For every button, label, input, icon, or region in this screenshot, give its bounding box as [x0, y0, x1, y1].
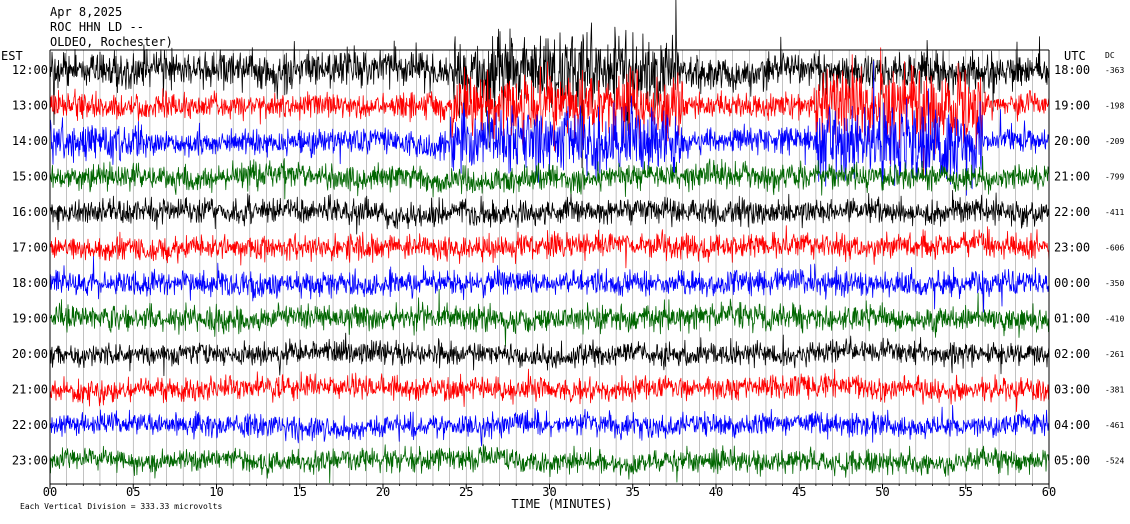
- dc-value-label: -363: [1105, 66, 1124, 75]
- x-tick-label: 10: [209, 485, 223, 499]
- est-tick-label: 17:00: [12, 241, 48, 255]
- seismic-trace: [49, 190, 1050, 235]
- x-tick-label: 55: [959, 485, 973, 499]
- dc-value-label: -410: [1105, 315, 1124, 324]
- label-layer: Apr 8,2025 ROC HHN LD -- OLDEO, Rocheste…: [1, 5, 1124, 511]
- dc-value-label: -209: [1105, 137, 1124, 146]
- est-tick-label: 23:00: [12, 454, 48, 468]
- x-tick-label: 05: [126, 485, 140, 499]
- utc-tick-label: 00:00: [1054, 276, 1090, 290]
- x-axis-title: TIME (MINUTES): [511, 497, 612, 511]
- x-tick-label: 50: [875, 485, 889, 499]
- est-tick-label: 18:00: [12, 276, 48, 290]
- utc-tick-label: 18:00: [1054, 63, 1090, 77]
- dc-value-label: -350: [1105, 279, 1124, 288]
- x-tick-label: 40: [709, 485, 723, 499]
- x-tick-label: 60: [1042, 485, 1056, 499]
- utc-tick-label: 22:00: [1054, 205, 1090, 219]
- est-tick-label: 12:00: [12, 63, 48, 77]
- utc-tick-label: 04:00: [1054, 418, 1090, 432]
- dc-value-label: -461: [1105, 421, 1124, 430]
- left-axis-label: EST: [1, 49, 23, 63]
- est-tick-label: 14:00: [12, 134, 48, 148]
- utc-tick-label: 21:00: [1054, 170, 1090, 184]
- seismic-trace: [49, 444, 1050, 484]
- dc-value-label: -606: [1105, 244, 1124, 253]
- seismic-trace: [49, 47, 1050, 180]
- seismic-trace: [50, 405, 1050, 447]
- x-tick-label: 20: [376, 485, 390, 499]
- header-station: ROC HHN LD --: [50, 20, 144, 34]
- est-tick-label: 15:00: [12, 170, 48, 184]
- dc-value-label: -261: [1105, 350, 1124, 359]
- seismic-trace: [49, 156, 1050, 200]
- trace-layer: [49, 0, 1050, 484]
- header-date: Apr 8,2025: [50, 5, 122, 19]
- utc-tick-label: 02:00: [1054, 347, 1090, 361]
- dc-value-label: -381: [1105, 386, 1124, 395]
- utc-tick-label: 19:00: [1054, 99, 1090, 113]
- seismic-trace: [49, 332, 1050, 377]
- axis-layer: [49, 49, 1050, 489]
- seismic-trace: [49, 0, 1050, 169]
- est-tick-label: 22:00: [12, 418, 48, 432]
- dc-value-label: -799: [1105, 173, 1124, 182]
- x-tick-label: 25: [459, 485, 473, 499]
- est-tick-label: 20:00: [12, 347, 48, 361]
- utc-tick-label: 20:00: [1054, 134, 1090, 148]
- header-location: OLDEO, Rochester): [50, 35, 173, 49]
- utc-tick-label: 05:00: [1054, 454, 1090, 468]
- dc-value-label: -198: [1105, 102, 1124, 111]
- seismic-trace: [49, 368, 1050, 412]
- est-tick-label: 13:00: [12, 99, 48, 113]
- dc-value-label: -411: [1105, 208, 1124, 217]
- est-tick-label: 21:00: [12, 383, 48, 397]
- x-tick-label: 45: [792, 485, 806, 499]
- est-tick-label: 16:00: [12, 205, 48, 219]
- seismic-trace: [49, 289, 1050, 347]
- utc-tick-label: 03:00: [1054, 383, 1090, 397]
- dc-value-label: -524: [1105, 457, 1124, 466]
- dc-column-label: DC: [1105, 51, 1115, 60]
- seismic-trace: [49, 225, 1050, 269]
- utc-tick-label: 23:00: [1054, 241, 1090, 255]
- x-tick-label: 00: [43, 485, 57, 499]
- x-tick-label: 15: [293, 485, 307, 499]
- x-tick-label: 35: [626, 485, 640, 499]
- seismic-trace: [49, 256, 1050, 313]
- right-axis-label: UTC: [1064, 49, 1086, 63]
- utc-tick-label: 01:00: [1054, 312, 1090, 326]
- x-tick-label: 30: [542, 485, 556, 499]
- est-tick-label: 19:00: [12, 312, 48, 326]
- footer-note: Each Vertical Division = 333.33 microvol…: [20, 502, 222, 511]
